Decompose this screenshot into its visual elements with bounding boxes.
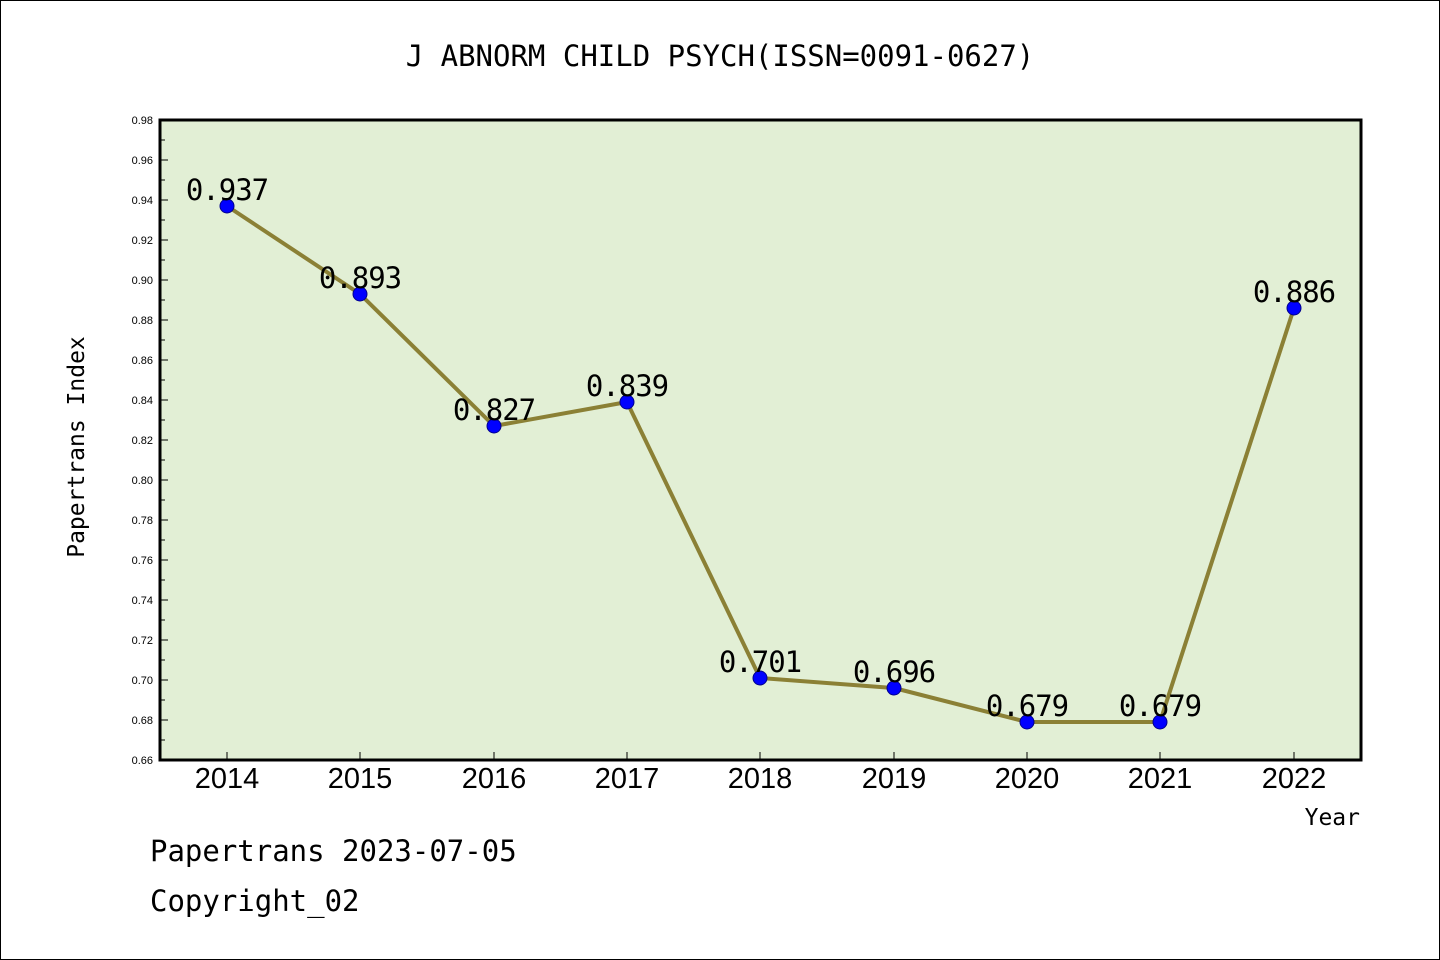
- x-tick-label: 2018: [728, 763, 793, 795]
- data-label: 0.696: [853, 655, 935, 689]
- source-note: Papertrans 2023-07-05: [150, 834, 517, 868]
- data-point-marker: [1286, 300, 1302, 316]
- data-label: 0.886: [1253, 275, 1335, 309]
- y-axis: 0.66 0.68 0.70 0.72 0.74 0.76 0.78 0.80 0.82 0.84…: [132, 115, 168, 767]
- data-label: 0.701: [719, 645, 801, 679]
- data-labels: 0.937 0.893 0.827 0.839 0.701 0.696 0.679 0.679…: [186, 173, 1336, 723]
- data-label: 0.839: [586, 369, 668, 403]
- y-tick-label: 0.80: [132, 475, 153, 487]
- data-point-marker: [1019, 714, 1035, 730]
- y-tick-label: 0.88: [132, 315, 153, 327]
- y-tick-label: 0.90: [132, 275, 153, 287]
- x-tick-label: 2019: [862, 763, 927, 795]
- data-label: 0.827: [453, 393, 535, 427]
- y-tick-label: 0.92: [132, 235, 153, 247]
- y-tick-label: 0.84: [132, 395, 153, 407]
- y-tick-label: 0.98: [132, 115, 153, 127]
- data-point-marker: [352, 286, 368, 302]
- data-point-marker: [886, 680, 902, 696]
- y-tick-label: 0.76: [132, 555, 153, 567]
- data-point-marker: [219, 198, 235, 214]
- data-point-marker: [752, 670, 768, 686]
- y-tick-label: 0.96: [132, 155, 153, 167]
- copyright-note: Copyright_02: [150, 884, 360, 918]
- x-tick-label: 2014: [195, 763, 260, 795]
- x-axis: 2014 2015 2016 2017 2018 2019 2020 2021 2022: [195, 752, 1327, 795]
- data-label: 0.679: [986, 689, 1068, 723]
- x-tick-label: 2021: [1128, 763, 1193, 795]
- y-tick-label: 0.82: [132, 435, 153, 447]
- y-tick-label: 0.72: [132, 635, 153, 647]
- data-label: 0.893: [319, 261, 401, 295]
- y-tick-label: 0.70: [132, 675, 153, 687]
- y-tick-label: 0.78: [132, 515, 153, 527]
- x-tick-label: 2022: [1262, 763, 1327, 795]
- y-tick-label: 0.74: [132, 595, 153, 607]
- y-tick-label: 0.86: [132, 355, 153, 367]
- x-tick-label: 2017: [595, 763, 660, 795]
- x-tick-label: 2016: [462, 763, 527, 795]
- data-label: 0.937: [186, 173, 268, 207]
- y-tick-label: 0.68: [132, 715, 153, 727]
- y-tick-label: 0.66: [132, 755, 153, 767]
- data-point-marker: [486, 418, 502, 434]
- data-point-marker: [619, 394, 635, 410]
- data-label: 0.679: [1119, 689, 1201, 723]
- x-tick-label: 2015: [328, 763, 393, 795]
- x-tick-label: 2020: [995, 763, 1060, 795]
- y-tick-label: 0.94: [132, 195, 153, 207]
- x-axis-label: Year: [1305, 805, 1360, 831]
- data-point-marker: [1152, 714, 1168, 730]
- chart-title: J ABNORM CHILD PSYCH(ISSN=0091-0627): [406, 39, 1035, 73]
- plot-area: [158, 118, 1363, 762]
- y-axis-label: Papertrans Index: [64, 336, 90, 558]
- data-markers: [219, 198, 1302, 730]
